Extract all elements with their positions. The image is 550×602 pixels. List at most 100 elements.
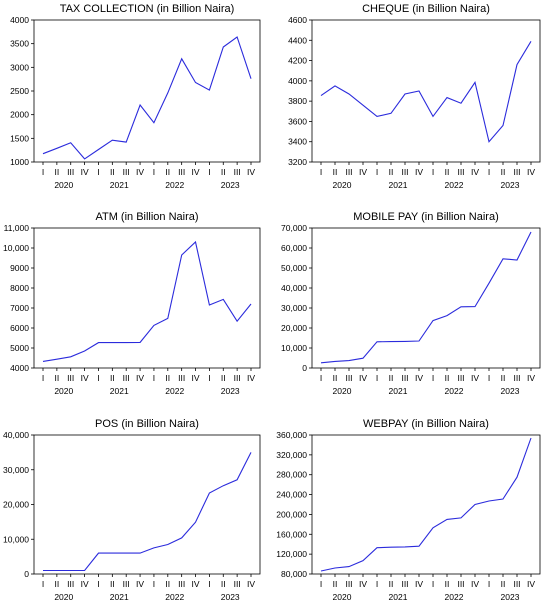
x-tick-label: II [445, 167, 450, 177]
x-tick-label: I [376, 579, 378, 589]
x-tick-label: III [123, 579, 130, 589]
x-tick-label: IV [359, 579, 367, 589]
x-tick-label: IV [471, 167, 479, 177]
y-tick-label: 1500 [10, 133, 29, 143]
year-label: 2020 [54, 592, 73, 602]
y-tick-label: 4600 [288, 15, 307, 25]
y-tick-label: 20,000 [3, 500, 29, 510]
plot-frame [33, 19, 261, 163]
x-tick-label: III [67, 373, 74, 383]
x-tick-label: III [178, 373, 185, 383]
x-tick-label: IV [81, 167, 89, 177]
x-tick-label: IV [247, 579, 255, 589]
y-tick-label: 40,000 [281, 283, 307, 293]
x-tick-label: II [333, 579, 338, 589]
x-tick-label: I [376, 167, 378, 177]
x-tick-label: I [97, 579, 99, 589]
x-tick-label: IV [415, 167, 423, 177]
x-tick-label: II [389, 167, 394, 177]
x-tick-label: III [67, 167, 74, 177]
chart-pos: POS (in Billion Naira) 0 10,000 20,000 30,00… [3, 418, 261, 602]
x-tick-label: II [221, 167, 226, 177]
y-tick-label: 4400 [288, 35, 307, 45]
year-label: 2021 [110, 592, 129, 602]
x-tick-label: IV [415, 373, 423, 383]
year-label: 2023 [501, 180, 520, 190]
y-tick-label: 4000 [10, 15, 29, 25]
y-tick-label: 30,000 [3, 465, 29, 475]
x-tick-label: III [457, 579, 464, 589]
x-tick-label: I [153, 579, 155, 589]
plot-frame [33, 434, 261, 575]
y-tick-label: 70,000 [281, 223, 307, 233]
x-tick-label: III [123, 373, 130, 383]
y-tick-label: 4200 [288, 56, 307, 66]
year-label: 2022 [165, 180, 184, 190]
year-label: 2020 [54, 180, 73, 190]
x-tick-label: II [501, 167, 506, 177]
x-tick-label: I [208, 373, 210, 383]
x-tick-label: III [123, 167, 130, 177]
year-label: 2021 [389, 386, 408, 396]
x-tick-label: I [488, 579, 490, 589]
x-tick-label: IV [192, 579, 200, 589]
x-tick-label: II [445, 373, 450, 383]
year-label: 2023 [221, 386, 240, 396]
x-tick-label: I [432, 579, 434, 589]
x-tick-label: III [457, 373, 464, 383]
x-tick-label: I [320, 579, 322, 589]
x-tick-label: IV [192, 373, 200, 383]
year-label: 2020 [333, 386, 352, 396]
x-tick-label: III [401, 579, 408, 589]
x-tick-label: IV [247, 167, 255, 177]
y-tick-label: 120,000 [276, 549, 307, 559]
year-label: 2022 [165, 592, 184, 602]
chart-title: CHEQUE (in Billion Naira) [362, 3, 490, 15]
x-tick-label: II [389, 373, 394, 383]
x-tick-label: I [208, 579, 210, 589]
plot-frame [33, 227, 261, 369]
x-tick-label: IV [81, 373, 89, 383]
year-label: 2023 [221, 180, 240, 190]
y-tick-label: 6000 [10, 323, 29, 333]
year-label: 2022 [445, 386, 464, 396]
y-tick-label: 40,000 [3, 430, 29, 440]
x-tick-label: II [110, 167, 115, 177]
x-tick-label: II [110, 579, 115, 589]
y-tick-label: 240,000 [276, 490, 307, 500]
x-tick-label: II [54, 167, 59, 177]
x-tick-label: IV [527, 579, 535, 589]
x-tick-label: III [457, 167, 464, 177]
x-tick-label: IV [471, 579, 479, 589]
y-tick-label: 1000 [10, 157, 29, 167]
x-tick-label: II [165, 167, 170, 177]
y-tick-label: 10,000 [281, 343, 307, 353]
year-label: 2020 [333, 592, 352, 602]
y-tick-label: 20,000 [281, 323, 307, 333]
y-tick-label: 3200 [288, 157, 307, 167]
y-tick-label: 4000 [288, 76, 307, 86]
x-tick-label: II [54, 373, 59, 383]
x-tick-label: III [513, 373, 520, 383]
x-tick-label: III [401, 167, 408, 177]
year-label: 2020 [333, 180, 352, 190]
year-label: 2021 [389, 180, 408, 190]
x-tick-label: I [153, 373, 155, 383]
y-tick-label: 320,000 [276, 450, 307, 460]
x-tick-label: I [376, 373, 378, 383]
x-tick-label: I [97, 167, 99, 177]
y-tick-label: 10,000 [3, 534, 29, 544]
x-tick-label: III [345, 167, 352, 177]
x-tick-label: I [432, 373, 434, 383]
x-tick-label: II [389, 579, 394, 589]
x-tick-label: IV [359, 373, 367, 383]
x-tick-label: III [234, 579, 241, 589]
x-tick-label: IV [136, 579, 144, 589]
x-tick-label: III [234, 373, 241, 383]
year-label: 2023 [501, 592, 520, 602]
x-tick-label: III [67, 579, 74, 589]
x-tick-label: I [42, 373, 44, 383]
y-tick-label: 280,000 [276, 470, 307, 480]
series-line-tax-collection [42, 36, 252, 160]
y-tick-label: 0 [24, 569, 29, 579]
